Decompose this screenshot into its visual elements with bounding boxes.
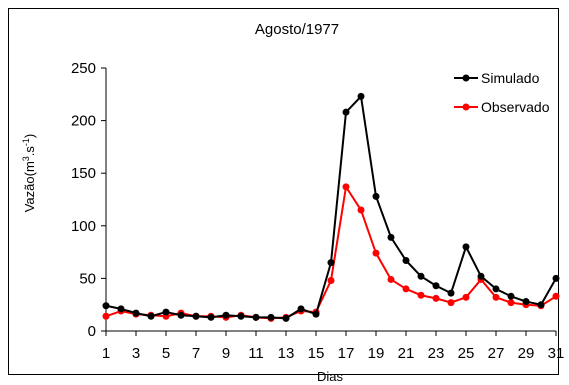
x-tick-label: 21 bbox=[398, 345, 415, 362]
chart-title: Agosto/1977 bbox=[255, 21, 339, 38]
data-point-simulado bbox=[222, 311, 230, 319]
legend-label-simulado: Simulado bbox=[481, 70, 540, 86]
data-point-simulado bbox=[342, 108, 350, 116]
data-point-simulado bbox=[552, 274, 560, 282]
x-tick-label: 9 bbox=[222, 345, 230, 362]
x-tick-label: 3 bbox=[132, 345, 140, 362]
data-point-simulado bbox=[312, 310, 320, 318]
data-point-observado bbox=[372, 249, 380, 257]
y-axis-title-mid: .s bbox=[22, 146, 37, 157]
data-point-observado bbox=[102, 312, 110, 320]
data-point-simulado bbox=[387, 233, 395, 241]
x-tick-label: 11 bbox=[248, 345, 264, 362]
data-point-simulado bbox=[402, 257, 410, 265]
legend-label-observado: Observado bbox=[481, 99, 550, 115]
y-tick-label: 0 bbox=[88, 323, 96, 340]
y-axis-title-sup2: -1 bbox=[21, 138, 31, 146]
y-axis-title-end: ) bbox=[22, 134, 37, 138]
data-point-simulado bbox=[492, 285, 500, 293]
data-point-simulado bbox=[177, 311, 185, 319]
data-point-observado bbox=[552, 292, 560, 300]
x-tick-label: 19 bbox=[368, 345, 385, 362]
data-point-simulado bbox=[132, 309, 140, 317]
data-point-simulado bbox=[327, 259, 335, 267]
data-point-simulado bbox=[162, 308, 170, 316]
y-axis-title-main: Vazão(m bbox=[22, 161, 37, 212]
legend-marker-observado bbox=[462, 103, 470, 111]
x-tick-label: 7 bbox=[192, 345, 200, 362]
data-point-simulado bbox=[297, 305, 305, 313]
data-point-observado bbox=[462, 293, 470, 301]
data-point-simulado bbox=[207, 313, 215, 321]
y-axis-title-sup1: 3 bbox=[21, 156, 31, 161]
x-tick-label: 25 bbox=[458, 345, 475, 362]
y-tick-label: 150 bbox=[71, 165, 96, 182]
data-point-simulado bbox=[117, 305, 125, 313]
data-point-simulado bbox=[282, 314, 290, 322]
y-tick-label: 250 bbox=[71, 60, 96, 77]
data-point-simulado bbox=[447, 289, 455, 297]
legend: Simulado Observado bbox=[454, 70, 550, 115]
x-tick-label: 5 bbox=[162, 345, 170, 362]
data-point-observado bbox=[447, 299, 455, 307]
series-layer bbox=[102, 92, 560, 322]
x-tick-label: 17 bbox=[338, 345, 355, 362]
x-tick-label: 15 bbox=[308, 345, 325, 362]
data-point-simulado bbox=[537, 301, 545, 309]
data-point-simulado bbox=[237, 312, 245, 320]
x-axis-title: Dias bbox=[317, 369, 344, 384]
data-point-observado bbox=[417, 291, 425, 299]
x-tick-label: 13 bbox=[278, 345, 295, 362]
data-point-simulado bbox=[192, 312, 200, 320]
x-tick-label: 27 bbox=[488, 345, 505, 362]
data-point-simulado bbox=[507, 292, 515, 300]
data-point-simulado bbox=[147, 312, 155, 320]
y-tick-label: 50 bbox=[79, 270, 96, 287]
data-point-simulado bbox=[252, 313, 260, 321]
data-point-simulado bbox=[102, 302, 110, 310]
data-point-observado bbox=[492, 293, 500, 301]
data-point-observado bbox=[432, 294, 440, 302]
data-point-simulado bbox=[372, 192, 380, 200]
data-point-observado bbox=[342, 183, 350, 191]
legend-marker-simulado bbox=[462, 74, 470, 82]
x-tick-label: 23 bbox=[428, 345, 445, 362]
y-axis-title: Vazão(m3.s-1) bbox=[21, 134, 37, 213]
data-point-observado bbox=[327, 277, 335, 285]
data-point-simulado bbox=[357, 92, 365, 100]
data-point-observado bbox=[357, 206, 365, 214]
x-tick-label: 1 bbox=[102, 345, 110, 362]
chart-frame bbox=[8, 8, 559, 375]
series-line-simulado bbox=[105, 95, 557, 320]
data-point-simulado bbox=[417, 272, 425, 280]
y-tick-label: 200 bbox=[71, 113, 96, 130]
data-point-simulado bbox=[462, 243, 470, 251]
y-tick-label: 100 bbox=[71, 218, 96, 235]
data-point-observado bbox=[387, 275, 395, 283]
x-tick-label: 29 bbox=[518, 345, 535, 362]
data-point-simulado bbox=[522, 298, 530, 306]
x-tick-label: 31 bbox=[548, 345, 565, 362]
data-point-simulado bbox=[267, 313, 275, 321]
data-point-observado bbox=[402, 285, 410, 293]
data-point-simulado bbox=[432, 282, 440, 290]
data-point-simulado bbox=[477, 272, 485, 280]
data-point-observado bbox=[507, 299, 515, 307]
